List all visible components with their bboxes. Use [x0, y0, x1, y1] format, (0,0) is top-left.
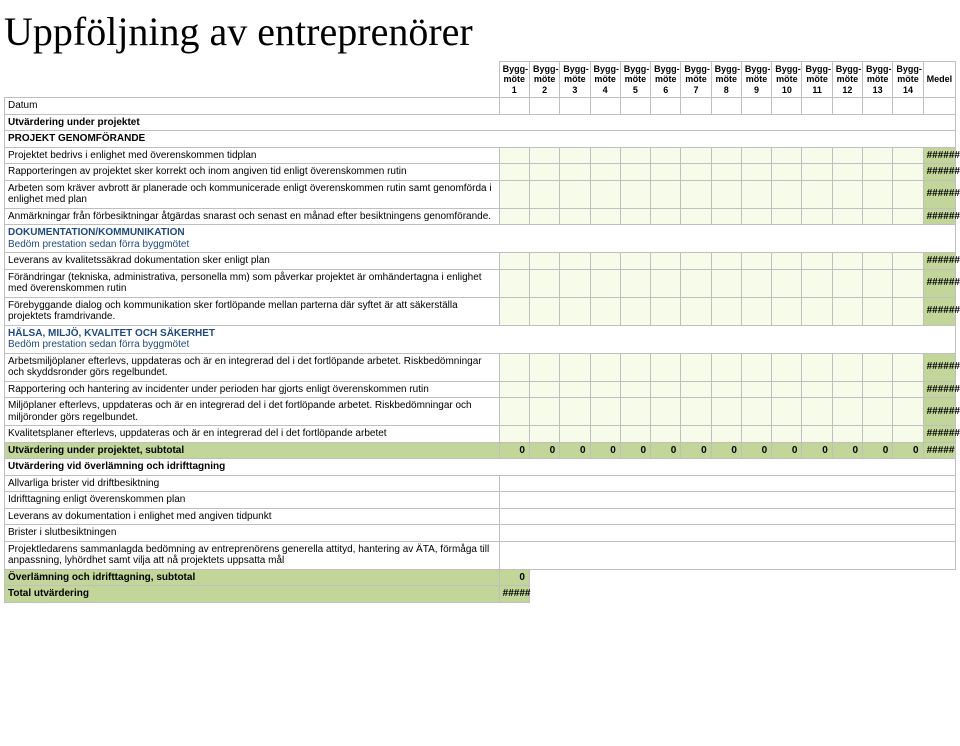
datum-label: Datum — [5, 98, 500, 115]
total-value: ##### — [499, 586, 529, 603]
hash-cell: ####### — [923, 180, 955, 208]
cat2-title: DOKUMENTATION/KOMMUNIKATION — [8, 227, 185, 238]
table-row: Förändringar (tekniska, administrativa, … — [5, 269, 956, 297]
col-header: Bygg-möte 4 — [590, 62, 620, 98]
row-label: Kvalitetsplaner efterlevs, uppdateras oc… — [5, 426, 500, 443]
hash-cell: ####### — [923, 398, 955, 426]
section2-header: Utvärdering vid överlämning och idriftta… — [5, 459, 956, 476]
total-label: Total utvärdering — [5, 586, 500, 603]
evaluation-table: Bygg-möte 1 Bygg-möte 2 Bygg-möte 3 Bygg… — [4, 61, 956, 603]
subtotal-val: 0 — [620, 442, 650, 459]
hash-cell: ####### — [923, 426, 955, 443]
table-row: Förebyggande dialog och kommunikation sk… — [5, 297, 956, 325]
table-row: Kvalitetsplaner efterlevs, uppdateras oc… — [5, 426, 956, 443]
col-header: Bygg-möte 2 — [529, 62, 559, 98]
col-header: Bygg-möte 14 — [893, 62, 923, 98]
subtotal-val: 0 — [772, 442, 802, 459]
row-label: Projektet bedrivs i enlighet med överens… — [5, 147, 500, 164]
hash-cell: ####### — [923, 253, 955, 270]
hash-cell: ####### — [923, 269, 955, 297]
table-row: Arbetsmiljöplaner efterlevs, uppdateras … — [5, 353, 956, 381]
table-row: Brister i slutbesiktningen — [5, 525, 956, 542]
subtotal-val: 0 — [893, 442, 923, 459]
col-header: Bygg-möte 5 — [620, 62, 650, 98]
datum-row: Datum — [5, 98, 956, 115]
row-label: Brister i slutbesiktningen — [5, 525, 500, 542]
col-header: Bygg-möte 9 — [741, 62, 771, 98]
page-title: Uppföljning av entreprenörer — [4, 8, 956, 55]
table-row: Idrifttagning enligt överenskommen plan — [5, 492, 956, 509]
subtotal-val: 0 — [529, 442, 559, 459]
row-label: Miljöplaner efterlevs, uppdateras och är… — [5, 398, 500, 426]
table-row: Leverans av dokumentation i enlighet med… — [5, 508, 956, 525]
subtotal1-label: Utvärdering under projektet, subtotal — [5, 442, 500, 459]
subtotal2-label: Överlämning och idrifttagning, subtotal — [5, 569, 500, 586]
subtotal-val: 0 — [590, 442, 620, 459]
subtotal-val: 0 — [802, 442, 832, 459]
subtotal-val: 0 — [711, 442, 741, 459]
table-row: Miljöplaner efterlevs, uppdateras och är… — [5, 398, 956, 426]
col-header: Bygg-möte 8 — [711, 62, 741, 98]
hash-cell: ####### — [923, 353, 955, 381]
col-header: Bygg-möte 1 — [499, 62, 529, 98]
hash-cell: ####### — [923, 164, 955, 181]
hash-cell: ####### — [923, 297, 955, 325]
table-row: Projektet bedrivs i enlighet med överens… — [5, 147, 956, 164]
row-label: Projektledarens sammanlagda bedömning av… — [5, 541, 500, 569]
table-row: Anmärkningar från förbesiktningar åtgärd… — [5, 208, 956, 225]
col-header: Bygg-möte 3 — [560, 62, 590, 98]
row-label: Allvarliga brister vid driftbesiktning — [5, 475, 500, 492]
row-label: Arbetsmiljöplaner efterlevs, uppdateras … — [5, 353, 500, 381]
total-row: Total utvärdering ##### — [5, 586, 956, 603]
col-header: Bygg-möte 12 — [832, 62, 862, 98]
cat3-sub: Bedöm prestation sedan förra byggmötet — [8, 339, 189, 350]
table-row: Rapporteringen av projektet sker korrekt… — [5, 164, 956, 181]
cat3-header: HÄLSA, MILJÖ, KVALITET OCH SÄKERHET Bedö… — [5, 325, 956, 353]
row-label: Arbeten som kräver avbrott är planerade … — [5, 180, 500, 208]
table-row: Allvarliga brister vid driftbesiktning — [5, 475, 956, 492]
row-label: Förändringar (tekniska, administrativa, … — [5, 269, 500, 297]
col-header: Bygg-möte 7 — [681, 62, 711, 98]
row-label: Förebyggande dialog och kommunikation sk… — [5, 297, 500, 325]
col-medel: Medel — [923, 62, 955, 98]
hash-cell: ####### — [923, 381, 955, 398]
col-header: Bygg-möte 13 — [863, 62, 893, 98]
row-label: Leverans av dokumentation i enlighet med… — [5, 508, 500, 525]
row-label: Rapportering och hantering av incidenter… — [5, 381, 500, 398]
col-header: Bygg-möte 6 — [651, 62, 681, 98]
cat1-header: PROJEKT GENOMFÖRANDE — [5, 131, 956, 148]
section1-header: Utvärdering under projektet — [5, 114, 956, 131]
cat2-header: DOKUMENTATION/KOMMUNIKATION Bedöm presta… — [5, 225, 956, 253]
subtotal-val: 0 — [681, 442, 711, 459]
subtotal-val: 0 — [499, 442, 529, 459]
subtotal-val: 0 — [651, 442, 681, 459]
row-label: Idrifttagning enligt överenskommen plan — [5, 492, 500, 509]
subtotal-val: 0 — [863, 442, 893, 459]
col-header: Bygg-möte 10 — [772, 62, 802, 98]
subtotal1-row: Utvärdering under projektet, subtotal 0 … — [5, 442, 956, 459]
hash-cell: ####### — [923, 208, 955, 225]
row-label: Leverans av kvalitetssäkrad dokumentatio… — [5, 253, 500, 270]
subtotal-val: 0 — [560, 442, 590, 459]
table-row: Projektledarens sammanlagda bedömning av… — [5, 541, 956, 569]
header-row: Bygg-möte 1 Bygg-möte 2 Bygg-möte 3 Bygg… — [5, 62, 956, 98]
table-row: Leverans av kvalitetssäkrad dokumentatio… — [5, 253, 956, 270]
table-row: Arbeten som kräver avbrott är planerade … — [5, 180, 956, 208]
col-header: Bygg-möte 11 — [802, 62, 832, 98]
subtotal1-medel: ##### — [923, 442, 955, 459]
subtotal2-val: 0 — [499, 569, 529, 586]
cat2-sub: Bedöm prestation sedan förra byggmötet — [8, 239, 189, 250]
subtotal-val: 0 — [832, 442, 862, 459]
row-label: Anmärkningar från förbesiktningar åtgärd… — [5, 208, 500, 225]
cat3-title: HÄLSA, MILJÖ, KVALITET OCH SÄKERHET — [8, 328, 215, 339]
hash-cell: ####### — [923, 147, 955, 164]
subtotal-val: 0 — [741, 442, 771, 459]
table-row: Rapportering och hantering av incidenter… — [5, 381, 956, 398]
subtotal2-row: Överlämning och idrifttagning, subtotal … — [5, 569, 956, 586]
row-label: Rapporteringen av projektet sker korrekt… — [5, 164, 500, 181]
